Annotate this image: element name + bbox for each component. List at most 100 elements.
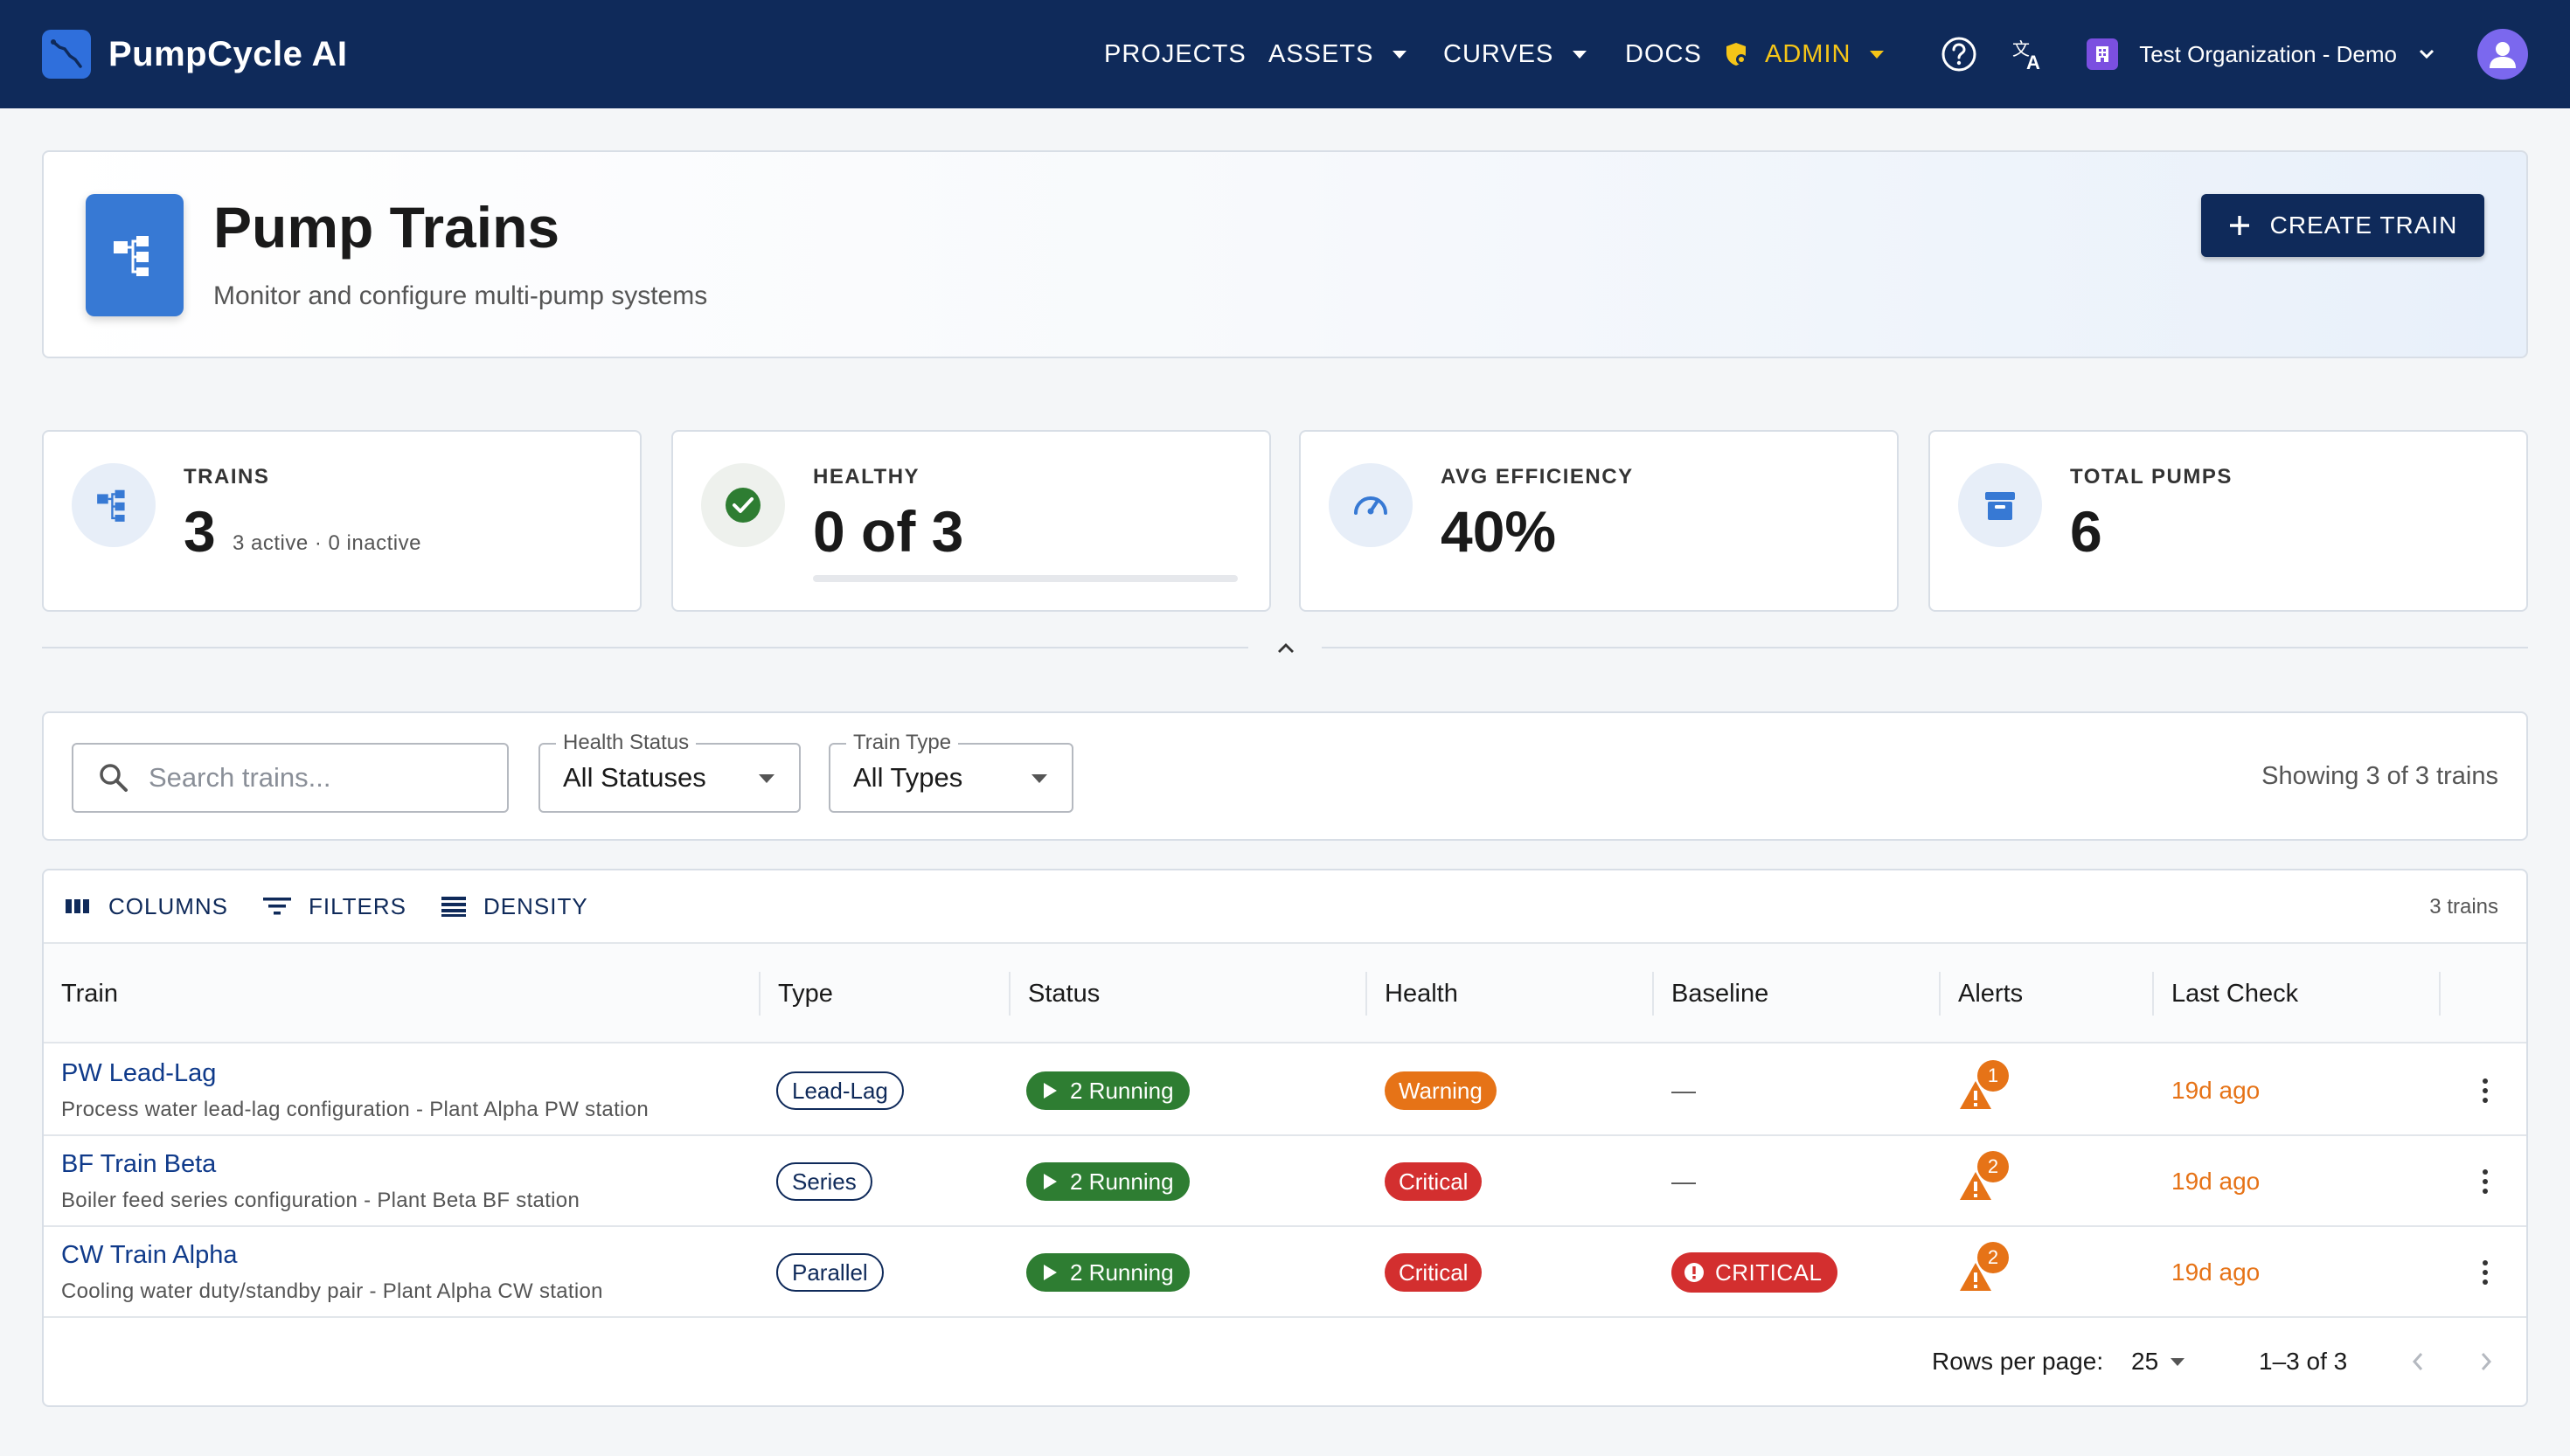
- table-row[interactable]: PW Lead-Lag Process water lead-lag confi…: [44, 1045, 2526, 1136]
- column-separator[interactable]: [759, 972, 761, 1016]
- baseline-critical-chip: CRITICAL: [1671, 1252, 1838, 1293]
- train-description: Cooling water duty/standby pair - Plant …: [61, 1279, 603, 1303]
- type-chip: Parallel: [776, 1253, 884, 1292]
- play-icon: [1042, 1264, 1058, 1281]
- page-subtitle: Monitor and configure multi-pump systems: [213, 281, 708, 310]
- select-label: Health Status: [556, 731, 697, 755]
- train-name-link[interactable]: PW Lead-Lag: [61, 1059, 217, 1087]
- page-title: Pump Trains: [213, 195, 560, 260]
- alert-count-badge: 1: [1977, 1060, 2009, 1092]
- alerts-indicator[interactable]: 2: [1958, 1151, 2019, 1212]
- select-label: Train Type: [846, 731, 959, 755]
- density-icon: [441, 896, 466, 917]
- chevron-left-icon[interactable]: [2400, 1344, 2435, 1379]
- page-header: Pump Trains Monitor and configure multi-…: [42, 150, 2528, 358]
- health-chip: Critical: [1385, 1162, 1483, 1201]
- dropdown-arrow-icon: [1031, 774, 1047, 783]
- status-label: 2 Running: [1070, 1258, 1174, 1286]
- column-separator[interactable]: [2152, 972, 2154, 1016]
- brand-name: PumpCycle AI: [108, 34, 348, 73]
- warning-triangle-icon: [1958, 1170, 1993, 1202]
- chevron-up-icon[interactable]: [1273, 634, 1299, 661]
- stat-card-pumps: TOTAL PUMPS 6: [1928, 430, 2528, 612]
- baseline-value: —: [1671, 1077, 1696, 1104]
- alerts-indicator[interactable]: 1: [1958, 1060, 2019, 1121]
- status-chip: 2 Running: [1026, 1071, 1190, 1110]
- help-icon[interactable]: [1938, 33, 1980, 75]
- select-value: All Statuses: [563, 762, 706, 793]
- columns-button[interactable]: COLUMNS: [65, 893, 228, 920]
- column-separator[interactable]: [1939, 972, 1941, 1016]
- organization-switcher[interactable]: Test Organization - Demo: [2087, 38, 2435, 70]
- rows-per-page-label: Rows per page:: [1932, 1348, 2104, 1375]
- alerts-indicator[interactable]: 2: [1958, 1242, 2019, 1303]
- nav-projects[interactable]: PROJECTS: [1104, 39, 1247, 68]
- status-label: 2 Running: [1070, 1168, 1174, 1195]
- train-name-link[interactable]: BF Train Beta: [61, 1150, 217, 1178]
- nav-curves[interactable]: CURVES: [1443, 40, 1625, 69]
- train-description: Boiler feed series configuration - Plant…: [61, 1189, 580, 1212]
- density-label: DENSITY: [483, 892, 588, 919]
- critical-alert-icon: [1684, 1262, 1705, 1283]
- healthy-progress-bar: [813, 575, 1238, 582]
- dropdown-arrow-icon: [2171, 1357, 2185, 1366]
- more-vertical-icon[interactable]: [2483, 1169, 2488, 1194]
- column-header-alerts[interactable]: Alerts: [1958, 979, 2024, 1008]
- column-separator[interactable]: [1652, 972, 1654, 1016]
- chevron-down-icon: [1573, 50, 1587, 59]
- column-separator[interactable]: [1365, 972, 1367, 1016]
- chevron-right-icon[interactable]: [2469, 1344, 2504, 1379]
- train-name-link[interactable]: CW Train Alpha: [61, 1241, 238, 1269]
- more-vertical-icon[interactable]: [2483, 1260, 2488, 1285]
- alert-count-badge: 2: [1977, 1242, 2009, 1273]
- create-train-button[interactable]: CREATE TRAIN: [2201, 194, 2484, 257]
- user-avatar[interactable]: [2477, 29, 2528, 80]
- select-value: All Types: [853, 762, 963, 793]
- column-header-health[interactable]: Health: [1385, 979, 1458, 1008]
- table-toolbar: COLUMNS FILTERS DENSITY 3 trains: [44, 870, 2526, 944]
- stat-label: AVG EFFICIENCY: [1441, 465, 1634, 489]
- columns-icon: [65, 897, 91, 916]
- alert-count-badge: 2: [1977, 1151, 2009, 1182]
- more-vertical-icon[interactable]: [2483, 1078, 2488, 1103]
- table-header: Train Type Status Health Baseline Alerts…: [44, 944, 2526, 1043]
- table-row[interactable]: BF Train Beta Boiler feed series configu…: [44, 1136, 2526, 1227]
- health-status-select[interactable]: Health Status All Statuses: [538, 731, 801, 813]
- train-type-select[interactable]: Train Type All Types: [829, 731, 1073, 813]
- nav-docs[interactable]: DOCS: [1625, 39, 1702, 68]
- stat-value: 6: [2070, 499, 2102, 564]
- speedometer-icon: [1329, 463, 1413, 547]
- column-separator[interactable]: [1009, 972, 1011, 1016]
- density-button[interactable]: DENSITY: [441, 893, 588, 920]
- section-divider: [42, 647, 1248, 648]
- chevron-down-icon: [2418, 48, 2435, 60]
- health-chip: Critical: [1385, 1253, 1483, 1292]
- section-divider: [1322, 647, 2528, 648]
- brand[interactable]: PumpCycle AI: [42, 30, 347, 79]
- rows-per-page-select[interactable]: 25: [2131, 1348, 2185, 1376]
- status-chip: 2 Running: [1026, 1253, 1190, 1292]
- train-count: 3 trains: [2429, 895, 2498, 919]
- column-header-last-check[interactable]: Last Check: [2171, 979, 2299, 1008]
- stat-card-healthy: HEALTHY 0 of 3: [671, 430, 1271, 612]
- column-header-type[interactable]: Type: [778, 979, 833, 1008]
- nav-assets-label: ASSETS: [1268, 39, 1374, 68]
- column-header-train[interactable]: Train: [61, 979, 118, 1008]
- column-separator[interactable]: [2439, 972, 2441, 1016]
- filters-button[interactable]: FILTERS: [263, 893, 406, 920]
- search-field[interactable]: [72, 743, 509, 813]
- nav-assets[interactable]: ASSETS: [1268, 40, 1443, 69]
- play-icon: [1042, 1082, 1058, 1099]
- rows-per-page-value: 25: [2131, 1348, 2159, 1375]
- results-count: Showing 3 of 3 trains: [2261, 762, 2498, 790]
- plus-icon: [2228, 214, 2251, 237]
- column-header-status[interactable]: Status: [1028, 979, 1101, 1008]
- search-input[interactable]: [149, 762, 481, 794]
- train-description: Process water lead-lag configuration - P…: [61, 1098, 649, 1121]
- pagination: Rows per page: 25 1–3 of 3: [44, 1316, 2526, 1405]
- column-header-baseline[interactable]: Baseline: [1671, 979, 1769, 1008]
- filter-bar: Health Status All Statuses Train Type Al…: [42, 711, 2528, 841]
- nav-admin[interactable]: ADMIN: [1723, 40, 1885, 69]
- table-row[interactable]: CW Train Alpha Cooling water duty/standb…: [44, 1227, 2526, 1318]
